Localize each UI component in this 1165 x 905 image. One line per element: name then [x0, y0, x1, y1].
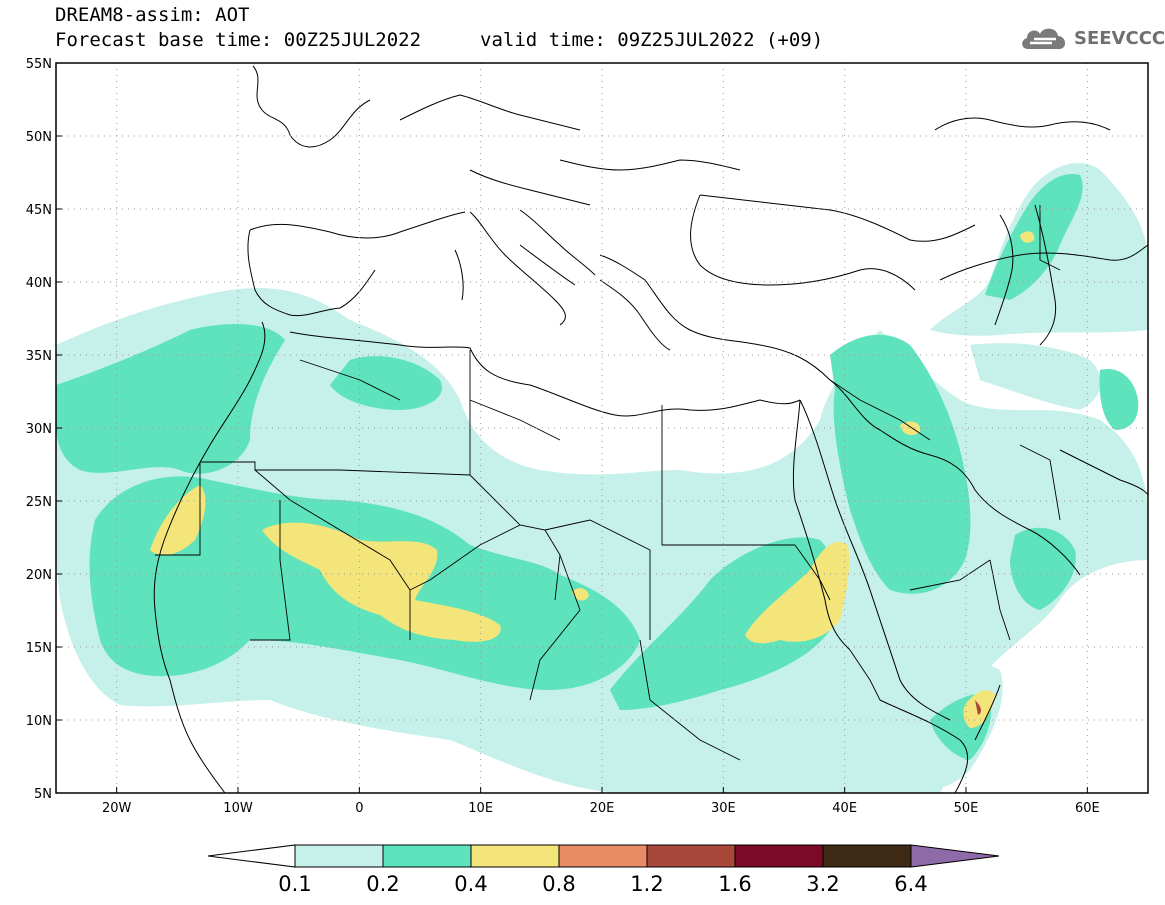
lat-tick-label: 55N — [26, 57, 52, 72]
map-title: DREAM8-assim: AOT — [55, 4, 250, 26]
gridlines — [56, 63, 1148, 793]
aot-high-spot — [975, 700, 982, 715]
colorbar-segment — [470, 844, 560, 868]
lat-tick-label: 5N — [34, 787, 52, 802]
lat-tick-label: 45N — [26, 203, 52, 218]
lon-tick-label: 10W — [223, 801, 253, 816]
colorbar-label: 6.4 — [894, 872, 927, 896]
latitude-labels: 55N 50N 45N 40N 35N 30N 25N 20N 15N 10N 5N — [26, 57, 62, 802]
lon-tick-label: 0 — [355, 801, 363, 816]
colorbar-upper-extension — [910, 844, 1000, 868]
lat-tick-label: 40N — [26, 276, 52, 291]
colorbar-segment — [734, 844, 824, 868]
colorbar-label: 0.4 — [454, 872, 487, 896]
lon-tick-label: 50E — [954, 801, 979, 816]
lon-tick-label: 60E — [1075, 801, 1100, 816]
lat-tick-label: 35N — [26, 349, 52, 364]
aot-fields — [56, 162, 1148, 793]
lat-tick-label: 10N — [26, 714, 52, 729]
lat-tick-label: 30N — [26, 422, 52, 437]
lon-tick-label: 30E — [711, 801, 736, 816]
colorbar-segment — [822, 844, 912, 868]
colorbar-label: 1.2 — [630, 872, 663, 896]
lat-tick-label: 15N — [26, 641, 52, 656]
valid-time: valid time: 09Z25JUL2022 (+09) — [480, 29, 824, 51]
colorbar-lower-extension — [207, 844, 296, 868]
colorbar-label: 3.2 — [806, 872, 839, 896]
lat-tick-label: 25N — [26, 495, 52, 510]
cloud-icon — [1022, 28, 1066, 49]
lon-tick-label: 40E — [832, 801, 857, 816]
logo-text: SEEVCCC — [1074, 27, 1165, 49]
colorbar-segment — [558, 844, 648, 868]
colorbar-segment — [382, 844, 472, 868]
lon-tick-label: 20W — [102, 801, 132, 816]
colorbar-label: 1.6 — [718, 872, 751, 896]
lat-tick-label: 20N — [26, 568, 52, 583]
colorbar-label: 0.8 — [542, 872, 575, 896]
longitude-labels: 20W 10W 0 10E 20E 30E 40E 50E 60E — [102, 787, 1100, 816]
colorbar-segment — [294, 844, 384, 868]
seevccc-logo: SEEVCCC — [1018, 18, 1165, 58]
colorbar-label: 0.1 — [278, 872, 311, 896]
lon-tick-label: 20E — [590, 801, 615, 816]
colorbar: 0.1 0.2 0.4 0.8 1.2 1.6 3.2 6.4 — [207, 844, 1000, 896]
lat-tick-label: 50N — [26, 130, 52, 145]
colorbar-label: 0.2 — [366, 872, 399, 896]
aot-yellow-field — [150, 231, 1035, 728]
colorbar-segment — [646, 844, 736, 868]
coastlines — [153, 65, 1148, 793]
forecast-base-time: Forecast base time: 00Z25JUL2022 — [55, 29, 422, 51]
lon-tick-label: 10E — [468, 801, 493, 816]
